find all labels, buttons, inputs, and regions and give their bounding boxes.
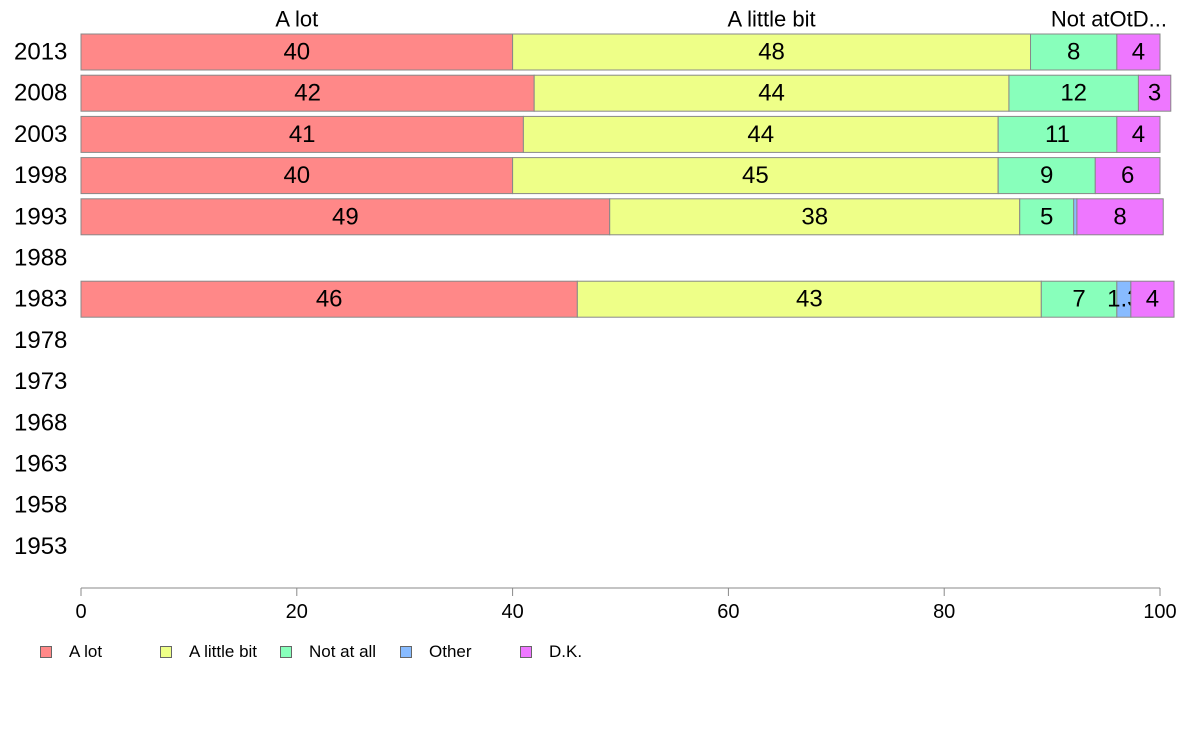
data-label: 11 <box>1045 121 1070 148</box>
legend-swatch <box>160 646 172 658</box>
bar-segment-a-lot <box>80 115 524 153</box>
x-tick-label: 80 <box>933 601 955 623</box>
year-label: 1963 <box>14 451 67 478</box>
data-label: 49 <box>332 203 359 230</box>
bar-segment-not-at-all <box>1030 33 1118 71</box>
legend-label: A little bit <box>189 642 258 661</box>
bar-segment-d-k <box>1094 157 1161 195</box>
data-label: 46 <box>316 286 343 313</box>
bar-segment-a-little-bit <box>522 115 999 153</box>
column-header: Not atOtD... <box>1051 7 1167 32</box>
data-label: 4 <box>1146 286 1159 313</box>
bar-segment-d-k <box>1076 198 1164 236</box>
bar-segment-d-k <box>1116 115 1161 153</box>
bar-segment-d-k <box>1130 280 1175 318</box>
bar-segment-not-at-all <box>1008 74 1139 112</box>
x-tick-label: 0 <box>75 601 86 623</box>
bar-segment-a-little-bit <box>512 33 1032 71</box>
data-label: 6 <box>1121 162 1134 189</box>
legend-item-not-at-all: Not at all <box>280 640 376 664</box>
column-header: A lot <box>275 7 318 32</box>
data-label: 9 <box>1040 162 1053 189</box>
legend-swatch <box>400 646 412 658</box>
data-label: 4 <box>1132 39 1145 66</box>
legend-swatch <box>280 646 292 658</box>
data-label: 5 <box>1040 203 1053 230</box>
data-label: 43 <box>796 286 823 313</box>
year-label: 1973 <box>14 368 67 395</box>
x-tick-label: 20 <box>286 601 308 623</box>
legend-swatch <box>40 646 52 658</box>
bar-segment-a-little-bit <box>512 157 999 195</box>
column-header: A little bit <box>728 7 816 32</box>
legend-label: A lot <box>69 642 103 661</box>
data-label: 8 <box>1113 203 1126 230</box>
year-label: 1958 <box>14 492 67 519</box>
legend-item-d-k: D.K. <box>520 640 582 664</box>
year-label: 1988 <box>14 245 67 272</box>
data-label: 8 <box>1067 39 1080 66</box>
bar-segment-a-lot <box>80 33 514 71</box>
x-tick-label: 60 <box>717 601 739 623</box>
year-label: 1978 <box>14 327 67 354</box>
data-label: 45 <box>742 162 769 189</box>
year-label: 1953 <box>14 533 67 560</box>
year-label: 1968 <box>14 409 67 436</box>
data-label: 41 <box>289 121 316 148</box>
legend-label: Not at all <box>309 642 377 661</box>
bar-segment-a-little-bit <box>576 280 1042 318</box>
legend-item-other: Other <box>400 640 472 664</box>
bar-segment-a-lot <box>80 198 611 236</box>
bar-segment-not-at-all <box>1019 198 1075 236</box>
data-label: 44 <box>758 80 785 107</box>
year-label: 1993 <box>14 203 67 230</box>
year-label: 2003 <box>14 121 67 148</box>
data-label: 40 <box>283 39 310 66</box>
year-label: 2008 <box>14 80 67 107</box>
data-label: 38 <box>801 203 828 230</box>
bar-segment-d-k <box>1137 74 1172 112</box>
data-label: 40 <box>283 162 310 189</box>
x-tick-label: 40 <box>501 601 523 623</box>
data-label: 3 <box>1148 80 1161 107</box>
legend-item-a-lot: A lot <box>40 640 102 664</box>
data-label: 42 <box>294 80 321 107</box>
data-label: 12 <box>1060 80 1087 107</box>
legend-label: D.K. <box>549 642 583 661</box>
data-label: 7 <box>1072 286 1085 313</box>
bar-segment-a-lot <box>80 157 514 195</box>
legend-swatch <box>520 646 532 658</box>
data-label: 4 <box>1132 121 1145 148</box>
bar-segment-a-little-bit <box>609 198 1021 236</box>
x-tick-label: 100 <box>1143 601 1176 623</box>
bar-segment-d-k <box>1116 33 1161 71</box>
data-label: 48 <box>758 39 785 66</box>
year-label: 1983 <box>14 286 67 313</box>
legend-item-a-little-bit: A little bit <box>160 640 257 664</box>
legend-label: Other <box>429 642 472 661</box>
bar-segment-a-lot <box>80 74 535 112</box>
year-label: 2013 <box>14 39 67 66</box>
year-label: 1998 <box>14 162 67 189</box>
bar-segment-a-little-bit <box>533 74 1010 112</box>
data-label: 44 <box>747 121 774 148</box>
